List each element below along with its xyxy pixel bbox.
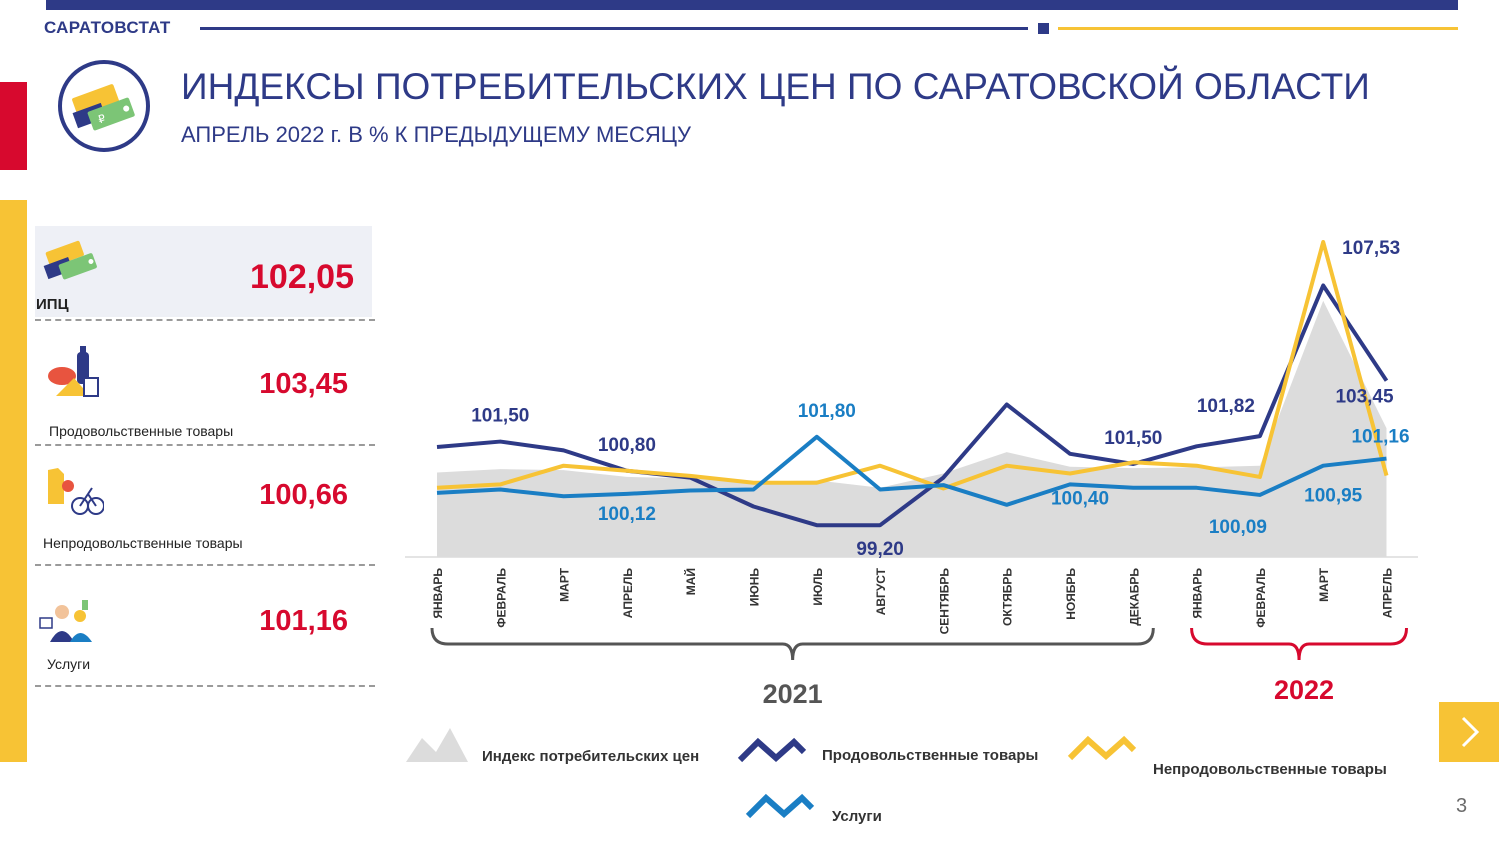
x-tick-label: СЕНТЯБРЬ [937,568,951,635]
stat-value-ipc: 102,05 [250,258,354,296]
next-slide-button[interactable] [1439,702,1499,762]
series-line-nonfood [436,239,1389,491]
legend-label: Услуги [832,808,882,825]
data-label: 101,50 [1104,428,1162,449]
legend-zigzag-line-icon [745,793,815,819]
stat-label-ipc: ИПЦ [36,296,69,313]
page-number: 3 [1456,795,1468,817]
legend-label: Непродовольственные товары [1153,761,1387,778]
svg-text:₽: ₽ [97,113,108,127]
stat-value-services: 101,16 [259,605,348,637]
clothes-bicycle-icon [48,468,104,515]
divider [35,319,375,321]
legend-zigzag-line-icon [1067,735,1137,761]
stat-label-food: Продовольственные товары [49,423,234,439]
legend-area-swatch-icon [406,728,468,762]
x-tick-label: ОКТЯБРЬ [1001,568,1015,626]
page-subtitle: АПРЕЛЬ 2022 г. В % К ПРЕДЫДУЩЕМУ МЕСЯЦУ [181,122,691,147]
series-line-services [436,434,1387,507]
x-tick-label: МАЙ [683,568,698,595]
stat-value-food: 103,45 [259,368,348,400]
stat-label-services: Услуги [47,656,91,672]
legend-label: Продовольственные товары [822,747,1038,764]
header-square-marker [1038,23,1049,34]
legend-label: Индекс потребительских цен [482,748,699,765]
x-tick-label: МАРТ [558,567,572,602]
year-label-2022: 2022 [1274,675,1334,705]
x-tick-label: АПРЕЛЬ [1381,568,1395,619]
x-tick-label: ФЕВРАЛЬ [1254,568,1268,628]
data-label: 101,16 [1351,427,1409,448]
x-tick-label: ИЮЛЬ [811,568,825,606]
ipc-highlight-panel [35,226,372,317]
data-label: 100,09 [1209,517,1267,538]
brand-name: САРАТОВСТАТ [44,18,171,37]
groceries-icon [48,346,99,397]
x-tick-label: АВГУСТ [874,567,888,615]
x-tick-label: ЯНВАРЬ [1191,568,1205,619]
data-label: 101,82 [1197,396,1255,417]
divider [35,444,375,446]
header-rule-yellow [1058,27,1458,30]
x-tick-label: ЯНВАРЬ [431,568,445,619]
price-tags-icon [43,240,97,280]
data-label: 100,40 [1051,488,1109,509]
data-label: 107,53 [1342,238,1400,259]
x-tick-label: НОЯБРЬ [1064,568,1078,620]
data-label: 101,50 [471,406,529,427]
data-label: 100,12 [598,504,656,525]
series-line-food [436,283,1389,528]
chevron-right-icon [1461,716,1480,748]
x-tick-label: ФЕВРАЛЬ [494,568,508,628]
price-tags-icon: ₽ [58,60,150,152]
year-brace-2022 [1190,627,1408,661]
year-label-2021: 2021 [763,679,823,709]
x-tick-label: ИЮНЬ [748,568,762,607]
service-workers-icon [39,600,92,642]
side-accent-red [0,82,27,170]
x-tick-label: АПРЕЛЬ [621,568,635,619]
divider [35,564,375,566]
stat-value-nonfood: 100,66 [259,479,348,511]
data-label: 103,45 [1335,387,1394,408]
stat-label-nonfood: Непродовольственные товары [43,535,243,551]
top-accent-bar [46,0,1458,10]
x-tick-label: МАРТ [1317,567,1331,602]
data-label: 99,20 [856,539,904,560]
divider [35,685,375,687]
data-label: 100,95 [1304,486,1363,507]
legend-zigzag-line-icon [737,737,807,763]
page-title: ИНДЕКСЫ ПОТРЕБИТЕЛЬСКИХ ЦЕН ПО САРАТОВСК… [181,66,1370,107]
side-accent-yellow [0,200,27,762]
header-rule-navy [200,27,1028,30]
x-tick-label: ДЕКАБРЬ [1127,568,1141,626]
data-label: 101,80 [798,401,856,422]
data-label: 100,80 [598,435,656,456]
year-brace-2021 [430,627,1155,661]
